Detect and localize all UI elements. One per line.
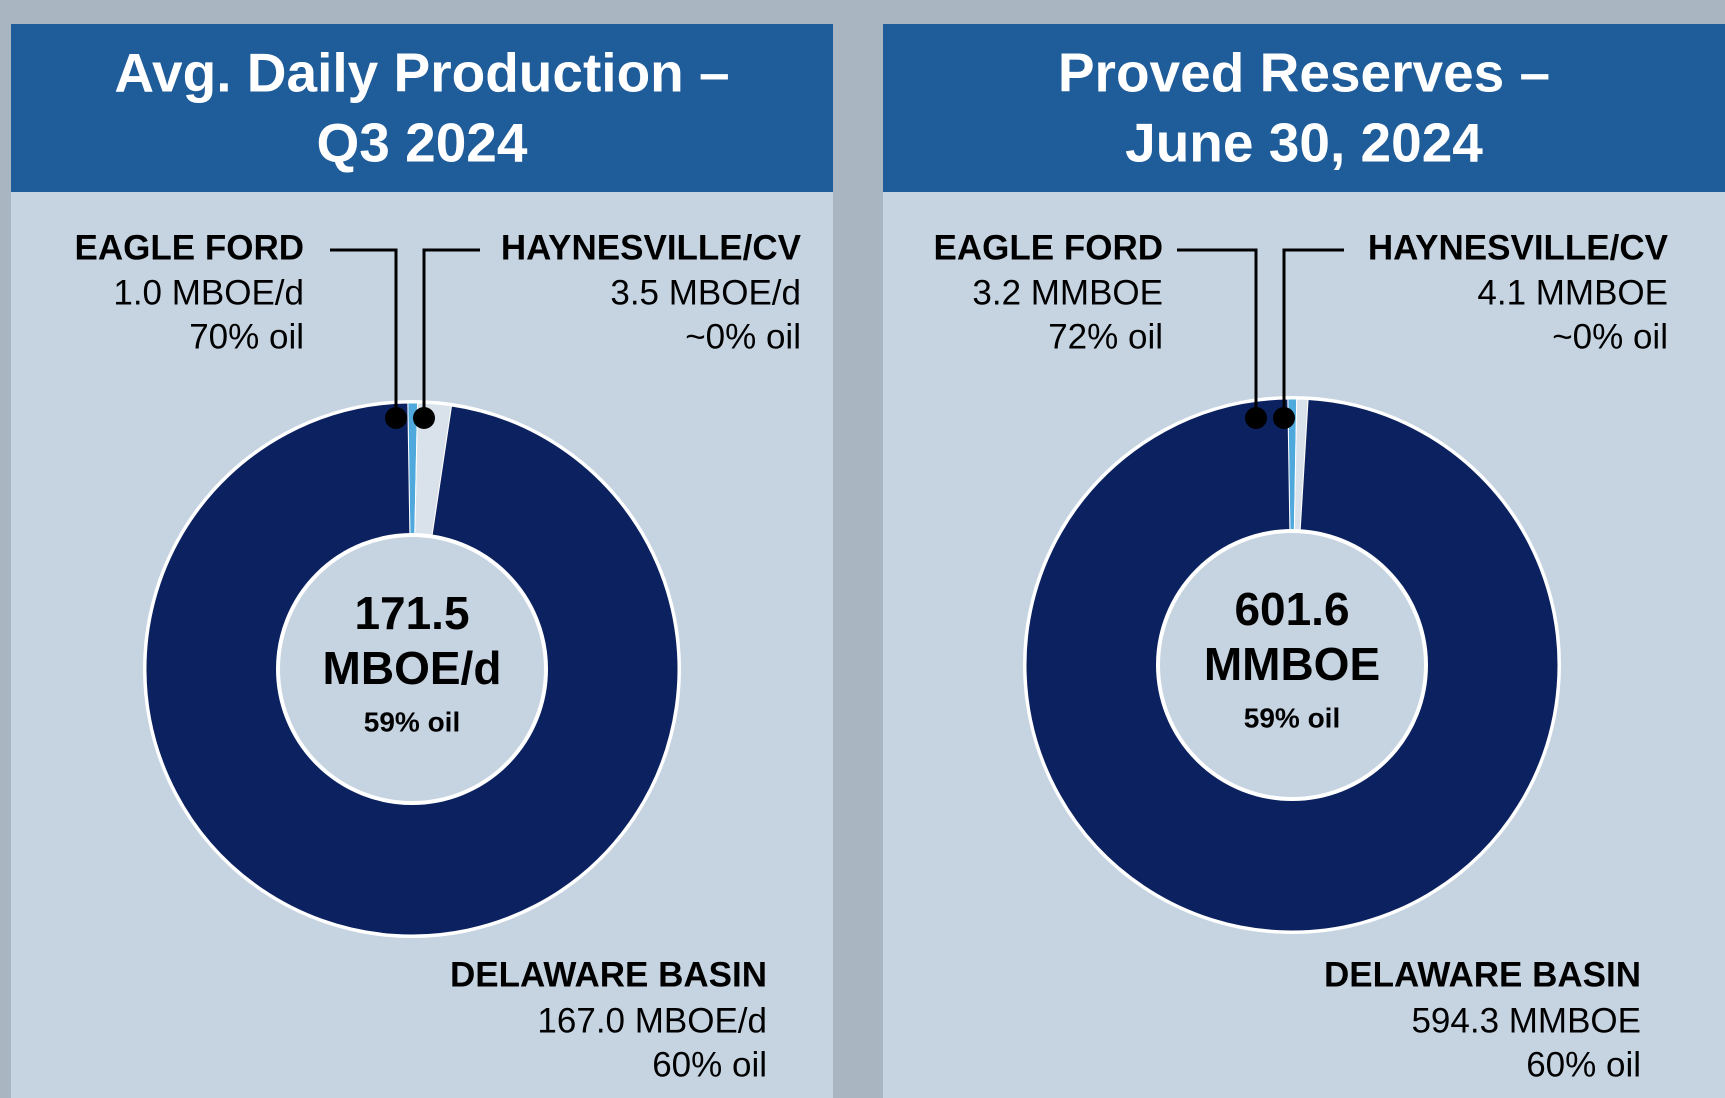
panel-title: Q3 2024	[316, 112, 527, 174]
leader-line	[1177, 248, 1258, 418]
panel-header	[11, 24, 833, 192]
note-label: 60% oil	[652, 1045, 767, 1084]
note-label: ~0% oil	[1552, 317, 1668, 356]
value-label: 3.5 MBOE/d	[610, 273, 801, 312]
total-value: 171.5	[354, 587, 469, 639]
leader-line	[330, 248, 398, 418]
panel-title: Proved Reserves –	[1058, 42, 1550, 104]
donut-hole	[276, 533, 548, 805]
total-value: 601.6	[1234, 583, 1349, 635]
total-unit: MBOE/d	[323, 642, 502, 694]
note-label: 60% oil	[1526, 1045, 1641, 1084]
category-label: DELAWARE BASIN	[450, 955, 767, 994]
leader-dot	[1245, 407, 1267, 429]
leader-line	[1282, 248, 1344, 418]
total-note: 59% oil	[364, 706, 460, 737]
leader-dot	[413, 407, 435, 429]
total-unit: MMBOE	[1204, 638, 1380, 690]
value-label: 167.0 MBOE/d	[537, 1001, 767, 1040]
note-label: 70% oil	[189, 317, 304, 356]
panel-title: June 30, 2024	[1125, 112, 1483, 174]
note-label: 72% oil	[1048, 317, 1163, 356]
category-label: HAYNESVILLE/CV	[1368, 228, 1669, 267]
category-label: HAYNESVILLE/CV	[501, 228, 802, 267]
value-label: 4.1 MMBOE	[1477, 273, 1668, 312]
category-label: DELAWARE BASIN	[1324, 955, 1641, 994]
note-label: ~0% oil	[685, 317, 801, 356]
panel-title: Avg. Daily Production –	[114, 42, 729, 104]
total-note: 59% oil	[1244, 702, 1340, 733]
donut-hole	[1156, 529, 1428, 801]
value-label: 594.3 MMBOE	[1411, 1001, 1641, 1040]
category-label: EAGLE FORD	[934, 228, 1163, 267]
leader-dot	[1273, 407, 1295, 429]
leader-line	[422, 248, 480, 418]
category-label: EAGLE FORD	[75, 228, 304, 267]
leader-dot	[385, 407, 407, 429]
value-label: 3.2 MMBOE	[972, 273, 1163, 312]
panel-header	[883, 24, 1725, 192]
value-label: 1.0 MBOE/d	[113, 273, 304, 312]
